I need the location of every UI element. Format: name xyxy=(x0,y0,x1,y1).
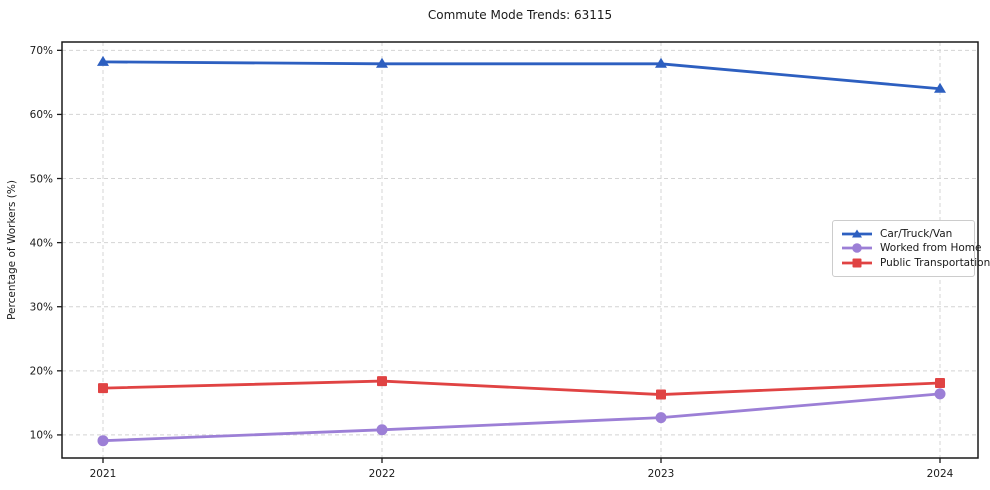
y-tick-label: 40% xyxy=(30,237,53,249)
legend-label: Worked from Home xyxy=(880,242,982,255)
data-point-triangle xyxy=(376,57,388,68)
legend-marker-triangle-icon xyxy=(842,229,872,238)
data-point-square xyxy=(377,376,387,387)
data-point-circle xyxy=(655,412,667,424)
legend-item-car-truck-van: Car/Truck/Van xyxy=(841,227,966,241)
y-tick-label: 30% xyxy=(30,302,53,314)
x-tick-label: 2022 xyxy=(369,468,396,480)
data-point-triangle xyxy=(97,55,109,66)
data-point-circle xyxy=(934,388,946,400)
x-tick-label: 2023 xyxy=(648,468,675,480)
legend: Car/Truck/Van Worked from Home Public Tr… xyxy=(832,220,990,277)
legend-item-worked-from-home: Worked from Home xyxy=(841,241,981,255)
series-line-car-truck-van xyxy=(101,60,942,91)
legend-label: Public Transportation xyxy=(880,256,990,269)
y-tick-label: 50% xyxy=(30,173,53,185)
data-point-square xyxy=(656,389,666,400)
legend-marker-square-icon xyxy=(842,258,872,268)
data-point-square xyxy=(935,378,945,389)
y-tick-label: 20% xyxy=(30,366,53,378)
y-tick-label: 10% xyxy=(30,430,53,442)
data-point-triangle xyxy=(934,82,946,93)
chart-title: Commute Mode Trends: 63115 xyxy=(427,8,613,22)
data-point-circle xyxy=(376,424,388,436)
x-tick-label: 2024 xyxy=(927,468,954,480)
x-tick-label: 2021 xyxy=(90,468,117,480)
legend-label: Car/Truck/Van xyxy=(880,228,953,241)
y-tick-label: 60% xyxy=(30,109,53,121)
series-line-public-transportation xyxy=(101,379,942,396)
legend-item-public-transportation: Public Transportation xyxy=(841,256,990,270)
data-point-triangle xyxy=(655,57,667,68)
series-line-worked-from-home xyxy=(101,392,942,443)
data-point-square xyxy=(98,383,108,394)
axes-spines xyxy=(61,41,979,459)
y-tick-label: 70% xyxy=(30,45,53,57)
legend-marker-circle-icon xyxy=(842,243,872,254)
data-point-circle xyxy=(97,435,109,447)
